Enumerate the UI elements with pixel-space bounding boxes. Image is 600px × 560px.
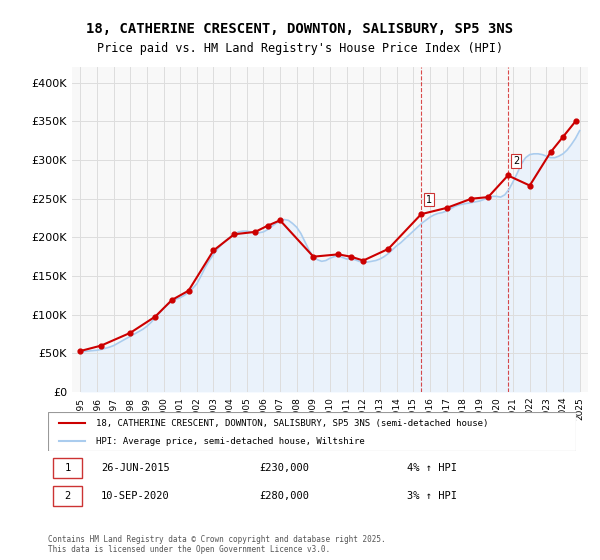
Point — [263, 221, 272, 230]
FancyBboxPatch shape — [48, 412, 576, 451]
Point — [97, 341, 106, 350]
Text: 26-JUN-2015: 26-JUN-2015 — [101, 463, 170, 473]
Point — [416, 209, 426, 218]
Point — [76, 347, 85, 356]
Point — [250, 227, 260, 236]
Point — [546, 148, 556, 157]
Text: Contains HM Land Registry data © Crown copyright and database right 2025.
This d: Contains HM Land Registry data © Crown c… — [48, 535, 386, 554]
Point — [358, 256, 368, 265]
Text: 1: 1 — [426, 194, 433, 204]
Point — [346, 252, 356, 261]
Point — [125, 328, 135, 337]
Point — [275, 216, 285, 225]
FancyBboxPatch shape — [53, 458, 82, 478]
Text: 2: 2 — [64, 491, 71, 501]
Point — [308, 252, 318, 261]
Text: HPI: Average price, semi-detached house, Wiltshire: HPI: Average price, semi-detached house,… — [95, 436, 364, 446]
Point — [525, 181, 535, 190]
Point — [184, 286, 193, 295]
Point — [229, 230, 239, 239]
Point — [571, 117, 580, 126]
Text: £280,000: £280,000 — [259, 491, 309, 501]
Point — [383, 245, 393, 254]
Text: 4% ↑ HPI: 4% ↑ HPI — [407, 463, 457, 473]
Text: 3% ↑ HPI: 3% ↑ HPI — [407, 491, 457, 501]
Text: 10-SEP-2020: 10-SEP-2020 — [101, 491, 170, 501]
Text: 18, CATHERINE CRESCENT, DOWNTON, SALISBURY, SP5 3NS: 18, CATHERINE CRESCENT, DOWNTON, SALISBU… — [86, 22, 514, 36]
Text: 1: 1 — [64, 463, 71, 473]
Text: 2: 2 — [513, 156, 519, 166]
Point — [467, 194, 476, 203]
Text: Price paid vs. HM Land Registry's House Price Index (HPI): Price paid vs. HM Land Registry's House … — [97, 42, 503, 55]
Point — [167, 296, 176, 305]
Point — [484, 193, 493, 202]
Point — [334, 250, 343, 259]
Text: £230,000: £230,000 — [259, 463, 309, 473]
FancyBboxPatch shape — [53, 486, 82, 506]
Point — [503, 171, 513, 180]
Point — [558, 132, 568, 141]
Text: 18, CATHERINE CRESCENT, DOWNTON, SALISBURY, SP5 3NS (semi-detached house): 18, CATHERINE CRESCENT, DOWNTON, SALISBU… — [95, 419, 488, 428]
Point — [442, 203, 451, 212]
Point — [209, 246, 218, 255]
Point — [151, 312, 160, 321]
